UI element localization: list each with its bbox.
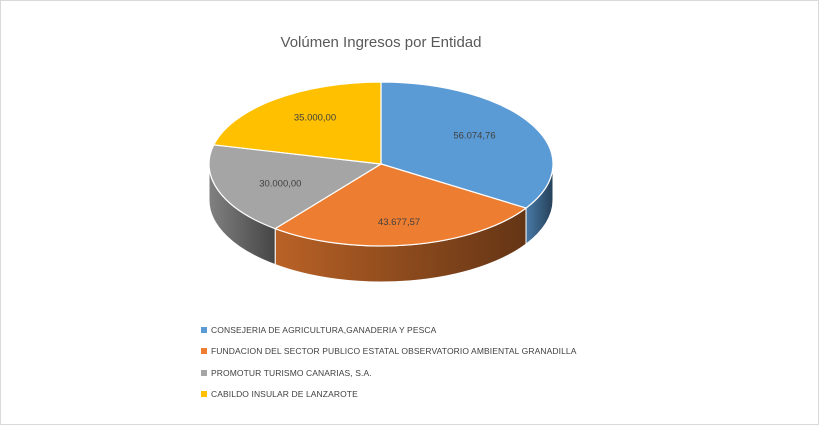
legend-label: CABILDO INSULAR DE LANZAROTE bbox=[211, 389, 358, 400]
legend: CONSEJERIA DE AGRICULTURA,GANADERIA Y PE… bbox=[201, 319, 577, 405]
legend-swatch bbox=[201, 391, 207, 398]
pie-slice-3 bbox=[212, 81, 382, 165]
legend-item-1: FUNDACION DEL SECTOR PUBLICO ESTATAL OBS… bbox=[201, 341, 577, 363]
legend-swatch bbox=[201, 369, 207, 376]
legend-swatch bbox=[201, 348, 207, 355]
pie-slice-2 bbox=[208, 144, 383, 230]
pie-slice-1 bbox=[273, 163, 528, 247]
legend-item-2: PROMOTUR TURISMO CANARIAS, S.A. bbox=[201, 362, 577, 384]
legend-swatch bbox=[201, 326, 207, 333]
chart-title: Volúmen Ingresos por Entidad bbox=[280, 34, 482, 51]
legend-label: CONSEJERIA DE AGRICULTURA,GANADERIA Y PE… bbox=[211, 324, 437, 335]
legend-item-0: CONSEJERIA DE AGRICULTURA,GANADERIA Y PE… bbox=[201, 319, 577, 341]
data-label-2: 30.000,00 bbox=[259, 178, 301, 189]
data-label-1: 43.677,57 bbox=[378, 217, 420, 228]
legend-label: FUNDACION DEL SECTOR PUBLICO ESTATAL OBS… bbox=[211, 346, 577, 357]
data-label-3: 35.000,00 bbox=[294, 113, 336, 124]
legend-item-3: CABILDO INSULAR DE LANZAROTE bbox=[201, 384, 577, 406]
legend-label: PROMOTUR TURISMO CANARIAS, S.A. bbox=[211, 367, 372, 378]
data-label-0: 56.074,76 bbox=[453, 131, 495, 142]
